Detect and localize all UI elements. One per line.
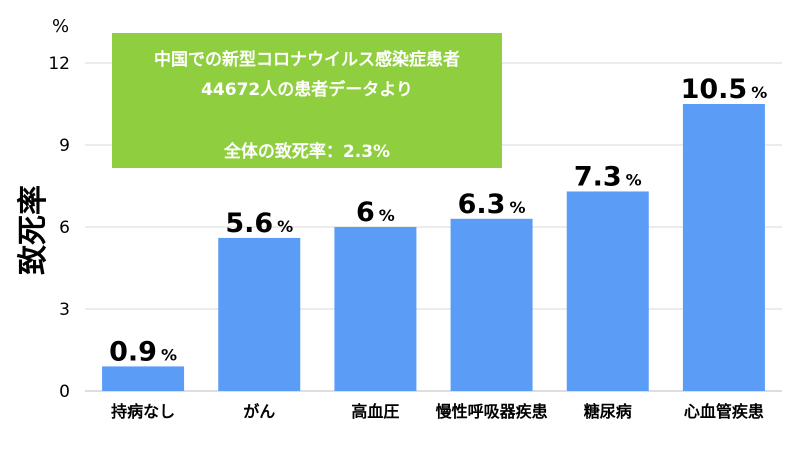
y-tick-label: 3 (59, 300, 70, 320)
data-label: 7.3% (574, 161, 642, 192)
x-tick-label: 高血圧 (351, 402, 399, 421)
x-tick-label: 心血管疾患 (684, 402, 764, 421)
y-axis-title: 致死率 (16, 185, 51, 275)
data-label: 5.6% (225, 208, 293, 239)
data-label-value: 0.9 (109, 336, 157, 367)
data-labels: 0.9 %5.6% 6% 6.3 %7.3 %10.5% (109, 74, 767, 367)
bar (450, 218, 533, 391)
data-label-unit: % (161, 345, 177, 364)
bar (334, 227, 417, 391)
y-tick-label: 12 (48, 54, 70, 74)
y-tick-label: 6 (59, 218, 70, 238)
data-label-unit: % (277, 217, 293, 236)
annotation-line-2: 44672人の患者データより (201, 80, 413, 100)
data-label: 6.3% (458, 189, 526, 220)
x-tick-label: 持病なし (111, 402, 175, 421)
data-label: 6% (356, 197, 395, 228)
data-label-value: 5.6 (225, 208, 273, 239)
data-label-value: 6.3 (458, 189, 506, 220)
data-label: 0.9% (109, 336, 177, 367)
bar (682, 104, 765, 391)
data-label-unit: % (626, 170, 642, 189)
data-label: 10.5% (681, 74, 768, 105)
data-label-value: 7.3 (574, 161, 622, 192)
annotation-line-3: 全体の致死率：2.3% (223, 142, 391, 162)
annotation-box: 中国での新型コロナウイルス感染症患者 44672人の患者データより 全体の致死率… (112, 33, 502, 168)
bar (566, 191, 649, 391)
bar (218, 237, 301, 391)
y-ticks: 0 3 6 9 12 (48, 54, 70, 402)
y-tick-label: 9 (59, 136, 70, 156)
annotation-line-1: 中国での新型コロナウイルス感染症患者 (154, 50, 460, 70)
x-tick-labels: 持病なし がん 高血圧 慢性呼吸器疾患 糖尿病 心血管疾患 (111, 402, 764, 421)
y-unit-label: % (52, 16, 69, 37)
data-label-unit: % (379, 206, 395, 225)
bars (102, 104, 765, 391)
data-label-value: 6 (356, 197, 375, 228)
data-label-unit: % (509, 198, 525, 217)
data-label-unit: % (751, 83, 767, 102)
x-tick-label: がん (243, 402, 275, 421)
y-tick-label: 0 (59, 382, 70, 402)
bar (102, 366, 185, 391)
x-tick-label: 慢性呼吸器疾患 (436, 402, 548, 421)
data-label-value: 10.5 (681, 74, 748, 105)
x-tick-label: 糖尿病 (584, 402, 632, 421)
